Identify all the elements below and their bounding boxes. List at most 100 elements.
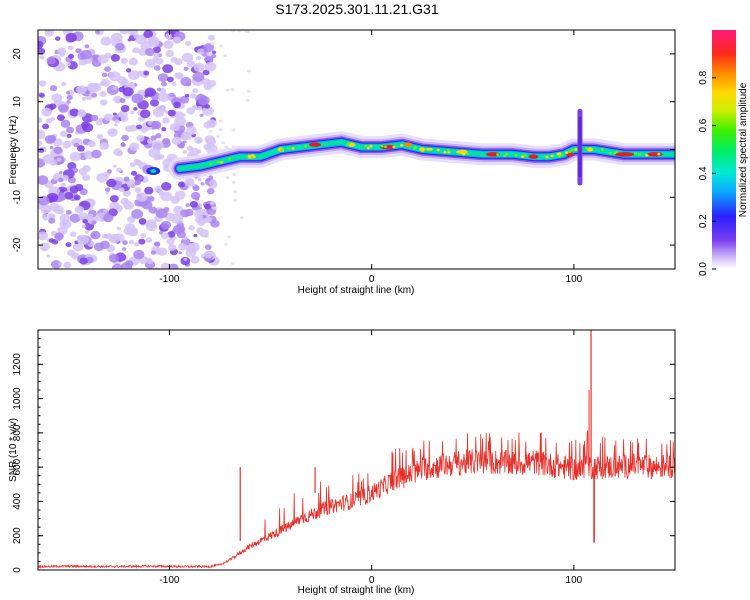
ridge-hotspot	[457, 149, 468, 155]
spectrogram-y-tick-label: 20	[12, 48, 23, 60]
noise-blob	[63, 261, 72, 269]
noise-blob	[160, 191, 173, 202]
noise-blob	[157, 87, 162, 92]
noise-blob	[110, 32, 123, 43]
noise-blob	[160, 182, 172, 191]
noise-blob	[38, 140, 43, 147]
noise-blob	[151, 140, 164, 151]
noise-blob	[95, 30, 100, 35]
noise-blob	[53, 146, 63, 155]
ridge-speckle	[380, 144, 384, 148]
noise-blob	[66, 126, 74, 134]
noise-blob	[87, 140, 96, 148]
noise-blob	[158, 92, 170, 102]
ridge-speckle	[366, 146, 370, 150]
noise-blob	[160, 220, 172, 230]
noise-blob	[150, 99, 160, 107]
noise-blob	[141, 200, 153, 210]
noise-blob	[38, 195, 50, 206]
noise-blob	[181, 113, 186, 117]
noise-blob	[218, 119, 223, 123]
noise-blob	[246, 89, 251, 93]
colorbar: 0.0 0.2 0.4 0.6 0.8 Normalized spectral ampl…	[698, 30, 749, 276]
spectrogram-y-label: Frequency (Hz)	[8, 116, 19, 185]
noise-blob	[95, 120, 103, 126]
noise-blob	[145, 237, 153, 243]
spectrogram-x-ticks: -100 0 100	[159, 30, 583, 285]
noise-blob	[58, 104, 69, 113]
noise-blob	[123, 176, 130, 182]
ridge-speckle	[369, 144, 373, 148]
noise-blob	[101, 72, 108, 78]
snr-y-tick-label: 800	[12, 424, 23, 441]
noise-region	[38, 30, 252, 269]
noise-blob	[161, 81, 167, 87]
noise-blob	[220, 141, 225, 145]
noise-blob	[202, 214, 207, 219]
noise-blob	[180, 256, 191, 266]
noise-blob	[180, 76, 192, 87]
ridge-speckle	[429, 147, 433, 151]
noise-blob	[73, 142, 80, 148]
noise-blob	[203, 250, 213, 259]
noise-blob	[59, 219, 72, 230]
snr-y-tick-label: 200	[12, 527, 23, 544]
noise-blob	[194, 216, 203, 223]
noise-blob	[245, 98, 250, 102]
noise-blob	[88, 213, 94, 218]
noise-blob	[56, 114, 65, 122]
noise-blob	[84, 150, 92, 156]
noise-blob	[138, 176, 143, 180]
noise-blob	[113, 164, 117, 168]
noise-blob	[125, 68, 132, 73]
noise-blob	[175, 197, 180, 201]
noise-blob	[211, 50, 217, 55]
noise-blob	[104, 187, 111, 192]
noise-blob	[170, 56, 178, 63]
colorbar-tick-label: 0.8	[698, 70, 709, 84]
ridge-speckle	[280, 148, 284, 152]
noise-blob	[48, 238, 55, 243]
noise-blob	[130, 31, 135, 36]
ridge-speckle	[250, 156, 254, 160]
noise-blob	[99, 141, 109, 150]
noise-blob	[108, 254, 120, 263]
noise-blob	[79, 257, 88, 265]
noise-blob	[208, 34, 216, 41]
noise-blob	[128, 57, 139, 66]
noise-blob	[55, 36, 61, 41]
ridge-speckle	[219, 161, 224, 164]
noise-blob	[72, 242, 84, 252]
noise-blob	[182, 132, 192, 141]
snr-y-tick-label: 1200	[12, 353, 23, 376]
noise-blob	[57, 47, 67, 55]
ridge-speckle	[505, 152, 509, 156]
noise-blob	[39, 55, 45, 60]
noise-blob	[239, 216, 244, 220]
noise-blob	[193, 62, 205, 72]
noise-blob	[190, 255, 200, 264]
noise-blob	[48, 217, 56, 224]
noise-blob	[84, 44, 90, 49]
ridge-speckle	[447, 150, 451, 154]
ridge-speckle	[521, 155, 525, 158]
noise-blob	[69, 151, 82, 162]
noise-blob	[66, 95, 73, 101]
noise-blob	[219, 44, 224, 48]
snr-x-tick-label: -100	[159, 575, 179, 586]
noise-blob	[99, 240, 110, 250]
ridge-speckle	[436, 148, 440, 152]
noise-blob	[174, 72, 179, 77]
noise-blob	[69, 213, 81, 223]
noise-blob	[137, 253, 142, 257]
noise-blob	[184, 178, 195, 187]
noise-blob	[197, 95, 210, 106]
noise-blob	[186, 126, 197, 135]
ridge-speckle	[400, 144, 404, 147]
noise-blob	[210, 201, 215, 205]
noise-blob	[152, 107, 165, 118]
snr-x-tick-label: 0	[369, 575, 375, 586]
noise-blob	[66, 62, 72, 67]
noise-blob	[143, 30, 154, 39]
